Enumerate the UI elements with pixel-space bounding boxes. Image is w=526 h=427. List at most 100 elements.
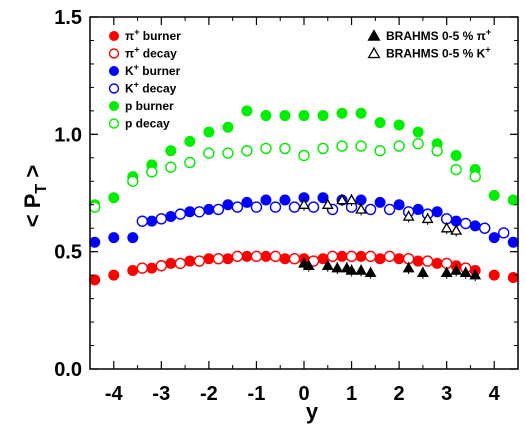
data-point-5 — [298, 149, 310, 162]
data-point-1 — [364, 250, 377, 263]
data-point-2 — [393, 199, 405, 211]
data-point-3 — [479, 222, 491, 234]
x-tick-label: 0 — [298, 383, 309, 405]
data-point-3 — [193, 206, 206, 218]
data-point-4 — [317, 110, 329, 122]
data-point-7 — [402, 210, 415, 221]
data-point-0 — [431, 257, 443, 269]
data-point-4 — [222, 121, 234, 133]
data-point-2 — [260, 194, 272, 206]
data-point-6 — [440, 266, 453, 278]
data-point-5 — [374, 145, 386, 157]
x-tick-label: -4 — [105, 383, 124, 405]
x-tick-labels: -4 -3 -2 -1 0 1 2 3 4 — [105, 383, 501, 405]
data-point-2 — [241, 196, 253, 208]
data-point-5 — [279, 142, 291, 155]
data-point-4 — [108, 192, 120, 204]
axis-ticks — [89, 16, 519, 370]
data-point-0 — [507, 271, 519, 283]
legend-marker — [109, 66, 119, 76]
data-point-0 — [108, 269, 120, 281]
data-point-1 — [383, 250, 396, 263]
legend-marker — [109, 31, 119, 41]
data-point-5 — [127, 175, 139, 187]
data-point-4 — [203, 126, 215, 138]
data-point-2 — [317, 192, 329, 204]
data-point-4 — [412, 126, 424, 138]
y-tick-label: 0.0 — [54, 359, 82, 381]
data-point-5 — [165, 161, 177, 173]
data-point-2 — [222, 199, 234, 211]
data-point-3 — [231, 201, 244, 213]
legend-marker — [108, 118, 120, 129]
x-tick-label: 4 — [489, 383, 501, 405]
data-point-1 — [193, 255, 206, 267]
data-point-3 — [269, 201, 282, 213]
data-point-2 — [203, 203, 215, 215]
legend-label: K+ decay — [125, 80, 177, 96]
data-point-4 — [279, 110, 291, 122]
data-point-2 — [412, 203, 424, 215]
data-point-2 — [488, 232, 500, 244]
data-point-5 — [393, 140, 405, 152]
data-point-5 — [336, 140, 348, 152]
data-point-7 — [440, 222, 453, 233]
data-point-7 — [345, 193, 358, 205]
data-point-0 — [374, 253, 386, 265]
data-point-4 — [507, 194, 519, 206]
data-point-3 — [174, 208, 187, 220]
data-point-2 — [108, 232, 120, 244]
data-point-1 — [231, 250, 244, 263]
legend-label: BRAHMS 0-5 % K+ — [386, 45, 491, 61]
data-point-6 — [355, 264, 367, 275]
data-point-1 — [136, 262, 149, 274]
data-point-3 — [364, 203, 377, 216]
x-tick-label: -1 — [248, 383, 266, 405]
x-tick-label: -3 — [152, 383, 170, 405]
data-point-4 — [488, 189, 500, 201]
legend-label: π+ burner — [125, 27, 181, 43]
data-point-3 — [250, 201, 263, 213]
x-axis-label: y — [306, 399, 319, 424]
data-point-1 — [155, 260, 168, 272]
data-point-6 — [321, 259, 334, 270]
legend-right: BRAHMS 0-5 % π+ BRAHMS 0-5 % K+ — [367, 27, 491, 61]
data-point-0 — [165, 257, 177, 269]
legend-label: K+ burner — [125, 62, 181, 78]
data-point-2 — [89, 236, 101, 248]
data-point-3 — [155, 213, 168, 225]
data-point-4 — [374, 117, 386, 129]
data-point-6 — [364, 266, 377, 278]
data-point-1 — [250, 250, 263, 263]
data-point-7 — [450, 224, 463, 235]
data-point-0 — [488, 269, 500, 281]
data-point-3 — [136, 215, 149, 227]
data-point-0 — [222, 253, 234, 265]
legend-marker — [108, 83, 120, 94]
data-point-5 — [431, 145, 443, 157]
x-tick-label: -2 — [200, 383, 218, 405]
data-point-0 — [203, 253, 215, 265]
data-point-3 — [459, 217, 472, 230]
data-point-3 — [383, 203, 396, 216]
data-point-5 — [355, 140, 367, 152]
legend-label: BRAHMS 0-5 % π+ — [386, 27, 491, 43]
data-point-0 — [393, 253, 405, 265]
data-point-5 — [222, 147, 234, 159]
data-point-3 — [498, 227, 510, 239]
data-point-0 — [146, 262, 158, 274]
data-point-0 — [260, 250, 272, 262]
data-point-7 — [336, 193, 348, 205]
data-point-6 — [450, 264, 463, 275]
y-axis-label: < PT > — [20, 165, 50, 227]
legend-marker — [109, 101, 119, 111]
data-point-4 — [298, 110, 310, 122]
data-point-4 — [393, 119, 405, 131]
data-point-4 — [336, 107, 348, 119]
data-point-7 — [298, 198, 310, 209]
data-point-5 — [412, 138, 424, 150]
data-point-0 — [355, 250, 367, 262]
data-point-0 — [279, 253, 291, 265]
y-tick-label: 0.5 — [54, 242, 82, 264]
